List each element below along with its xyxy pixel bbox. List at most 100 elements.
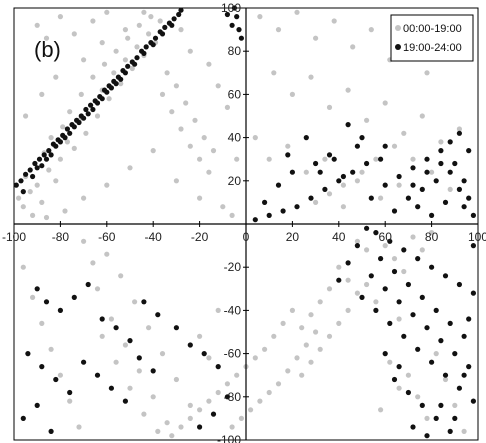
point-s0-176 <box>76 424 82 430</box>
point-s0-173 <box>48 346 54 352</box>
point-s1-107 <box>438 160 444 167</box>
point-s0-59 <box>99 40 105 46</box>
point-s0-165 <box>429 230 435 236</box>
point-s1-118 <box>317 169 323 175</box>
point-s1-137 <box>396 299 402 305</box>
point-s0-106 <box>359 169 365 175</box>
x-tick-label--80: -80 <box>52 230 70 244</box>
point-s1-90 <box>452 160 458 167</box>
point-s0-21 <box>94 113 101 119</box>
point-s1-15 <box>83 106 89 113</box>
point-s1-38 <box>29 173 36 180</box>
point-s0-161 <box>391 256 398 262</box>
point-s0-40 <box>169 109 175 115</box>
y-tick-label--100: -100 <box>217 433 241 443</box>
point-s0-35 <box>148 14 154 20</box>
point-s1-0 <box>13 182 19 188</box>
point-s0-73 <box>229 212 235 218</box>
point-s0-103 <box>303 169 309 175</box>
point-s1-119 <box>382 143 388 149</box>
point-s0-66 <box>81 195 87 201</box>
point-s1-91 <box>461 178 467 184</box>
point-s0-30 <box>129 65 135 72</box>
point-s1-24 <box>125 63 131 69</box>
point-s1-94 <box>442 199 449 205</box>
point-s0-70 <box>173 178 179 184</box>
point-s1-75 <box>322 186 328 192</box>
point-s1-61 <box>43 156 50 162</box>
point-s1-42 <box>67 130 73 136</box>
point-s1-66 <box>90 106 96 113</box>
point-s1-131 <box>419 294 425 300</box>
point-s1-194 <box>20 415 26 421</box>
point-s1-184 <box>81 359 87 365</box>
legend: 00:00-19:00 19:00-24:00 <box>390 14 474 62</box>
point-s1-47 <box>113 81 119 87</box>
point-s0-141 <box>187 415 193 421</box>
point-s1-132 <box>433 307 439 313</box>
point-s0-8 <box>46 167 52 173</box>
point-s0-27 <box>118 81 124 87</box>
point-s1-126 <box>456 281 462 288</box>
point-s1-173 <box>71 294 77 300</box>
y-tick-label-20: 20 <box>228 174 242 188</box>
y-tick-label-80: 80 <box>228 44 242 58</box>
point-s0-38 <box>159 91 166 97</box>
point-s0-167 <box>364 247 370 253</box>
point-s0-119 <box>456 126 462 132</box>
point-s1-121 <box>387 238 393 244</box>
point-s1-99 <box>466 148 472 154</box>
y-tick-label-100: 100 <box>221 1 241 15</box>
point-s0-80 <box>257 14 263 20</box>
point-s0-195 <box>141 411 147 417</box>
point-s0-187 <box>159 351 166 357</box>
point-s1-54 <box>231 5 237 11</box>
point-s1-56 <box>236 27 242 33</box>
point-s1-43 <box>76 119 82 126</box>
point-s1-193 <box>215 364 221 370</box>
point-s0-64 <box>43 214 50 221</box>
point-s0-139 <box>206 398 212 404</box>
point-s0-151 <box>248 407 254 413</box>
point-s1-63 <box>62 135 68 141</box>
x-tick-label-60: 60 <box>379 230 393 244</box>
point-s1-59 <box>224 11 230 18</box>
point-s1-102 <box>405 195 411 201</box>
point-s1-93 <box>470 212 476 218</box>
point-s1-199 <box>224 394 230 400</box>
point-s0-168 <box>354 238 360 244</box>
point-s1-35 <box>176 11 182 18</box>
point-s1-34 <box>171 16 177 22</box>
point-s0-172 <box>39 320 45 326</box>
point-s0-194 <box>127 385 133 391</box>
point-s1-74 <box>308 195 314 201</box>
point-s0-54 <box>90 18 96 24</box>
panel-label: (b) <box>34 37 61 62</box>
point-s0-178 <box>108 316 114 322</box>
y-tick-label--40: -40 <box>224 303 242 317</box>
point-s1-85 <box>382 182 388 188</box>
x-tick-label--60: -60 <box>98 230 116 244</box>
point-s1-26 <box>134 55 140 61</box>
point-s1-46 <box>104 89 110 95</box>
point-s1-145 <box>387 320 393 326</box>
point-s0-95 <box>364 117 370 123</box>
point-s1-129 <box>391 268 398 275</box>
point-s1-36 <box>178 7 184 13</box>
point-s1-180 <box>25 351 31 357</box>
point-s1-171 <box>43 299 50 305</box>
point-s1-50 <box>141 50 147 57</box>
point-s0-68 <box>127 165 133 171</box>
point-s0-191 <box>90 260 96 266</box>
point-s1-139 <box>424 325 430 331</box>
point-s0-152 <box>238 415 244 421</box>
point-s0-52 <box>57 14 64 20</box>
point-s0-153 <box>229 424 235 430</box>
point-s0-97 <box>401 130 407 136</box>
point-s0-207 <box>387 359 393 365</box>
point-s1-48 <box>122 70 128 76</box>
y-axis-ticks: -100 -80 -60 -40 -20 20 40 60 80 100 <box>217 1 249 443</box>
point-s0-75 <box>224 104 230 110</box>
point-s0-67 <box>104 182 110 188</box>
